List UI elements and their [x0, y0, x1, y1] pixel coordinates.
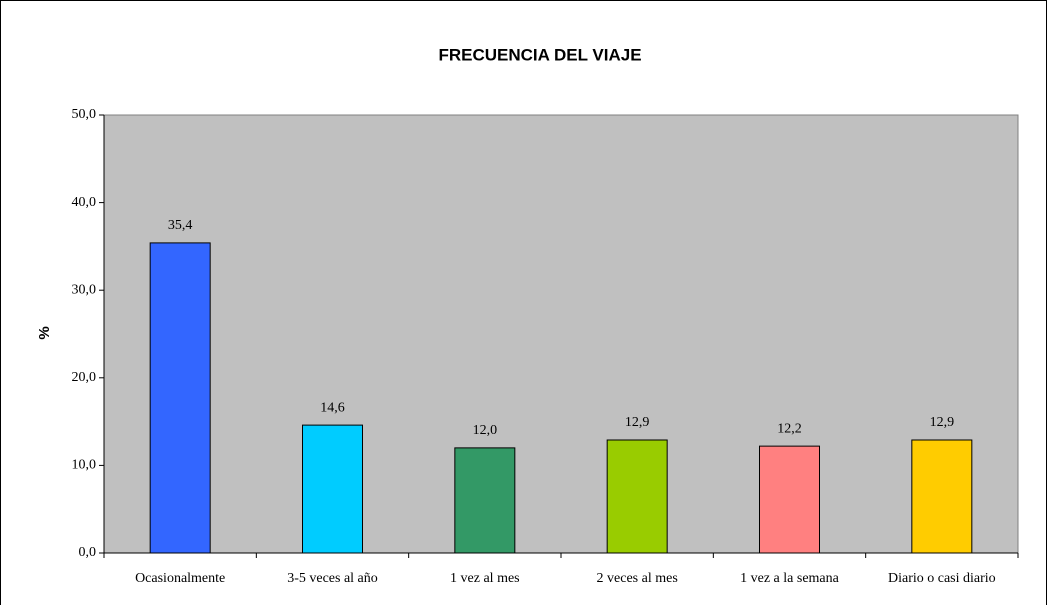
bar — [911, 439, 973, 554]
y-tick-label: 0,0 — [79, 545, 97, 560]
plot-area — [103, 114, 1019, 554]
bar — [302, 424, 363, 554]
chart-title: FRECUENCIA DEL VIAJE — [438, 45, 641, 64]
x-tick-label: 2 veces al mes — [597, 571, 678, 586]
y-tick-label: 50,0 — [72, 107, 97, 122]
value-label: 12,0 — [473, 423, 498, 438]
bar — [606, 439, 668, 554]
bar — [454, 447, 516, 554]
value-label: 12,9 — [625, 415, 650, 430]
x-tick-label: 1 vez a la semana — [740, 571, 840, 586]
value-label: 12,2 — [777, 421, 802, 436]
x-tick-label: Diario o casi diario — [888, 571, 996, 586]
y-tick-label: 20,0 — [72, 370, 97, 385]
y-axis-label: % — [36, 326, 53, 339]
value-label: 12,9 — [930, 415, 955, 430]
y-tick-label: 30,0 — [72, 282, 97, 297]
value-label: 35,4 — [168, 218, 193, 233]
bar — [149, 242, 211, 554]
x-tick-label: Ocasionalmente — [135, 571, 225, 586]
bar — [759, 445, 820, 554]
x-tick-label: 3-5 veces al año — [287, 571, 378, 586]
x-tick-label: 1 vez al mes — [450, 571, 520, 586]
value-label: 14,6 — [320, 400, 345, 415]
y-tick-label: 40,0 — [72, 195, 97, 210]
y-tick-label: 10,0 — [72, 458, 97, 473]
